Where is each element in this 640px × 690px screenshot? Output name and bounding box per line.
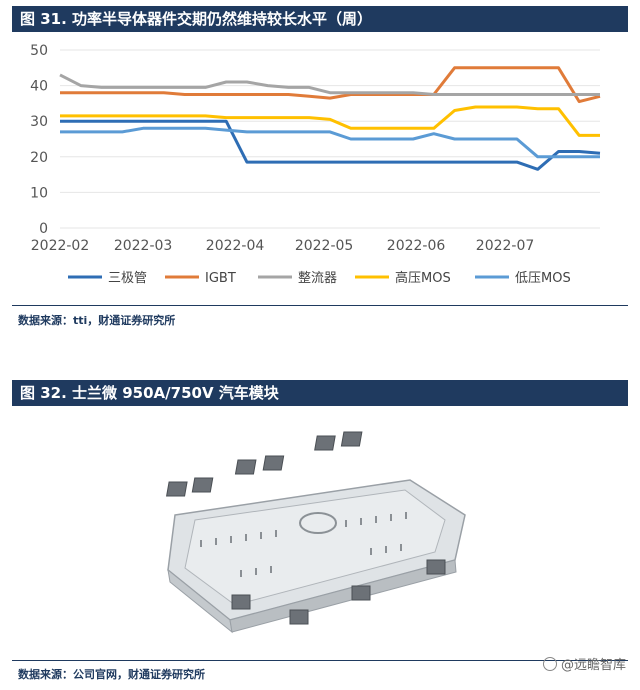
watermark-icon <box>542 656 557 671</box>
module-pin <box>200 540 202 547</box>
legend-label: 整流器 <box>298 271 337 286</box>
series-line-低压MOS <box>60 126 600 159</box>
module-pin <box>275 530 277 537</box>
module-pin <box>385 546 387 553</box>
module-pin <box>345 520 347 527</box>
legend-label: 低压MOS <box>515 271 571 286</box>
module-pin <box>370 548 372 555</box>
module-pin <box>390 514 392 521</box>
figure-32-divider <box>12 660 628 661</box>
y-tick-label: 50 <box>30 43 48 59</box>
legend-label: IGBT <box>205 271 236 286</box>
lead-time-line-chart: 0 10 20 30 40 50 2022-02 2022-03 2022-04 2022-05… <box>30 43 601 286</box>
module-pin <box>255 568 257 575</box>
y-tick-label: 10 <box>30 185 48 201</box>
module-pin <box>240 570 242 577</box>
watermark-text: @远瞻智库 <box>560 658 626 673</box>
figure-32-source: 数据来源：公司官网，财通证券研究所 <box>18 668 205 681</box>
series-line-IGBT <box>60 66 601 104</box>
x-tick-label: 2022-02 <box>31 238 90 254</box>
chart-series-lines <box>59 66 601 171</box>
x-tick-label: 2022-03 <box>114 238 173 254</box>
x-tick-label: 2022-07 <box>476 238 535 254</box>
module-pin <box>230 536 232 543</box>
chart-legend: 三极管 IGBT 整流器 高压MOS 低压MOS <box>68 270 571 286</box>
module-pin <box>260 532 262 539</box>
figure-31-title: 图 31. 功率半导体器件交期仍然维持较长水平（周） <box>12 6 628 32</box>
series-line-高压MOS <box>60 105 600 137</box>
power-module-photo <box>166 431 466 634</box>
y-tick-label: 30 <box>30 114 48 130</box>
module-pin <box>215 538 217 545</box>
x-tick-label: 2022-05 <box>295 238 354 254</box>
x-axis-tick-labels: 2022-02 2022-03 2022-04 2022-05 2022-06 2022-… <box>31 238 535 254</box>
watermark: @远瞻智库 <box>542 654 626 673</box>
series-line-整流器 <box>59 73 600 96</box>
module-pin <box>245 534 247 541</box>
y-tick-label: 0 <box>39 221 48 237</box>
y-axis-tick-labels: 0 10 20 30 40 50 <box>30 43 48 237</box>
figure-32-title: 图 32. 士兰微 950A/750V 汽车模块 <box>12 380 628 406</box>
module-pin <box>400 544 402 551</box>
module-pin <box>360 518 362 525</box>
y-tick-label: 40 <box>30 79 48 95</box>
x-tick-label: 2022-06 <box>387 238 446 254</box>
module-pin <box>270 566 272 573</box>
legend-label: 三极管 <box>108 271 147 286</box>
x-tick-label: 2022-04 <box>206 238 265 254</box>
y-tick-label: 20 <box>30 150 48 166</box>
figure-31-divider <box>12 305 628 306</box>
series-line-三极管 <box>60 119 601 171</box>
module-pin <box>375 516 377 523</box>
legend-label: 高压MOS <box>395 270 451 286</box>
module-pin <box>405 512 407 519</box>
figure-31-source: 数据来源：tti，财通证券研究所 <box>18 314 176 327</box>
